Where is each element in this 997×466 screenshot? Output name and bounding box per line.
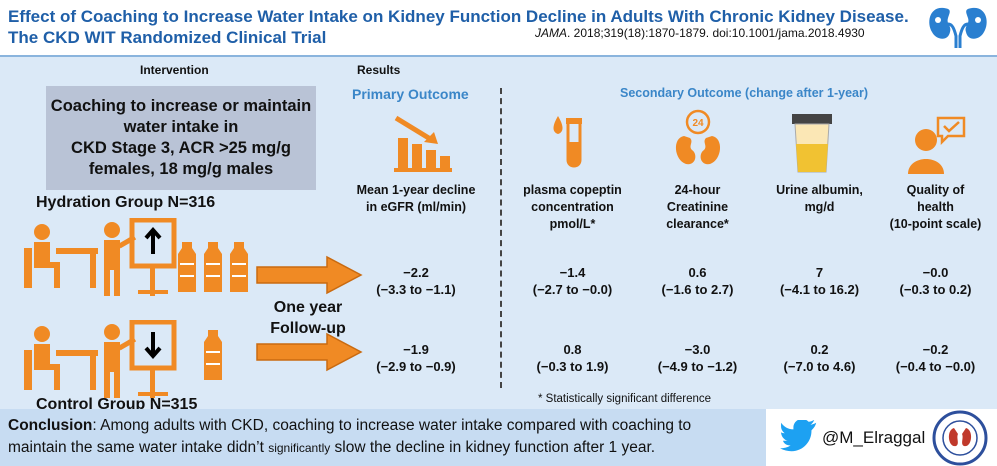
outcome-label-copeptin: plasma copeptin concentration pmol/L* [510,182,635,233]
creatinine-label-line-3: clearance* [666,217,729,231]
hydration-creatinine-ci: (−1.6 to 2.7) [661,282,734,297]
control-egfr-ci: (−2.9 to −0.9) [376,359,456,374]
hydration-quality-ci: (−0.3 to 0.2) [899,282,972,297]
hydration-coaching-illustration [24,218,248,296]
copeptin-label-line-1: plasma copeptin [523,183,622,197]
quality-label-line-3: (10-point scale) [889,217,982,231]
svg-text:24: 24 [692,118,704,129]
hydration-egfr-estimate: −2.2 [403,265,429,280]
control-coaching-illustration [24,320,222,398]
control-value-creatinine: −3.0 (−4.9 to −1.2) [645,341,750,375]
control-quality-ci: (−0.4 to −0.0) [895,359,976,374]
conclusion-text-1: : Among adults with CKD, coaching to inc… [92,417,692,434]
followup-line-2: Follow-up [270,320,346,337]
quality-label-line-1: Quality of [906,183,965,197]
hydration-group-label: Hydration Group N=316 [36,194,216,211]
citation: JAMA. 2018;319(18):1870-1879. doi:10.100… [535,26,865,40]
title-line-2: The CKD WIT Randomized Clinical Trial [8,28,327,47]
conclusion-small-word: significantly [268,441,331,455]
creatinine-label-line-1: 24-hour [674,183,721,197]
conclusion-box: Conclusion: Among adults with CKD, coach… [0,409,766,466]
twitter-handle[interactable]: @M_Elraggal [822,428,926,447]
control-value-quality: −0.2 (−0.4 to −0.0) [878,341,993,375]
person-checkmark-icon [908,116,966,174]
outcome-label-quality: Quality of health (10-point scale) [878,182,993,233]
declining-bar-chart-icon [394,115,452,172]
hydration-albumin-ci: (−4.1 to 16.2) [779,282,860,297]
control-value-egfr: −1.9 (−2.9 to −0.9) [346,341,486,375]
seated-person-icon [34,224,50,240]
hydration-copeptin-ci: (−2.7 to −0.0) [532,282,613,297]
hydration-albumin-estimate: 7 [815,265,824,280]
page-title: Effect of Coaching to Increase Water Int… [8,6,909,48]
outcome-label-egfr: Mean 1-year decline in eGFR (ml/min) [346,182,486,216]
hydration-value-quality: −0.0 (−0.3 to 0.2) [878,264,993,298]
conclusion-label: Conclusion [8,417,93,434]
citation-journal: JAMA [535,26,568,40]
significance-footnote: * Statistically significant difference [538,393,712,405]
results-header: Results [357,63,401,77]
control-value-copeptin: 0.8 (−0.3 to 1.9) [510,341,635,375]
conclusion-text-3: slow the decline in kidney function afte… [330,439,656,456]
kidney-24h-icon: 24 [675,109,721,165]
intervention-box: Coaching to increase or maintain water i… [46,86,316,190]
control-creatinine-ci: (−4.9 to −1.2) [657,359,738,374]
hydration-creatinine-estimate: 0.6 [688,265,707,280]
intervention-line-1: Coaching to increase or maintain [50,97,312,115]
control-creatinine-estimate: −3.0 [684,342,711,357]
creatinine-label-line-2: Creatinine [666,200,729,214]
hydration-quality-estimate: −0.0 [922,265,949,280]
egfr-label-line-2: in eGFR (ml/min) [366,200,466,214]
hydration-value-albumin: 7 (−4.1 to 16.2) [762,264,877,298]
water-bottles-icon [178,242,248,292]
copeptin-label-line-3: pmol/L* [549,217,596,231]
quality-label-line-2: health [917,200,954,214]
control-egfr-estimate: −1.9 [403,342,429,357]
outcome-label-albumin: Urine albumin, mg/d [762,182,877,216]
followup-label: One year Follow-up [258,297,358,339]
conclusion-text-2: maintain the same water intake didn’t [8,439,269,456]
intervention-line-4: females, 18 mg/g males [88,160,274,178]
hydration-egfr-ci: (−3.3 to −1.1) [376,282,456,297]
albumin-label-line-2: mg/d [804,200,835,214]
control-arrow-icon [256,332,363,372]
nephrology-society-logo-icon [932,410,988,466]
blood-test-tube-icon [553,116,582,168]
hydration-value-creatinine: 0.6 (−1.6 to 2.7) [645,264,750,298]
control-value-albumin: 0.2 (−7.0 to 4.6) [762,341,877,375]
intervention-header: Intervention [140,63,209,77]
hydration-value-copeptin: −1.4 (−2.7 to −0.0) [510,264,635,298]
control-copeptin-estimate: 0.8 [563,342,582,357]
section-divider [500,88,502,388]
hydration-copeptin-estimate: −1.4 [559,265,586,280]
control-quality-estimate: −0.2 [922,342,949,357]
copeptin-label-line-2: concentration [531,200,614,214]
citation-details: . 2018;319(18):1870-1879. doi:10.1001/ja… [567,26,865,40]
intervention-line-3: CKD Stage 3, ACR >25 mg/g [71,139,291,157]
control-albumin-ci: (−7.0 to 4.6) [783,359,856,374]
hydration-value-egfr: −2.2 (−3.3 to −1.1) [346,264,486,298]
hydration-arrow-icon [256,255,363,295]
albumin-label-line-1: Urine albumin, [776,183,863,197]
intervention-line-2: water intake in [123,118,239,136]
kidneys-logo-icon [929,7,987,48]
followup-line-1: One year [273,299,343,316]
primary-outcome-header: Primary Outcome [352,86,469,102]
control-albumin-estimate: 0.2 [810,342,829,357]
title-line-1: Effect of Coaching to Increase Water Int… [8,7,909,26]
egfr-label-line-1: Mean 1-year decline [356,183,476,197]
water-bottle-icon [204,330,222,380]
control-copeptin-ci: (−0.3 to 1.9) [536,359,609,374]
outcome-label-creatinine: 24-hour Creatinine clearance* [645,182,750,233]
twitter-bird-icon[interactable] [780,420,818,452]
secondary-outcome-header: Secondary Outcome (change after 1-year) [620,86,868,100]
control-group-label: Control Group N=315 [36,396,198,413]
urine-cup-icon [792,114,832,173]
